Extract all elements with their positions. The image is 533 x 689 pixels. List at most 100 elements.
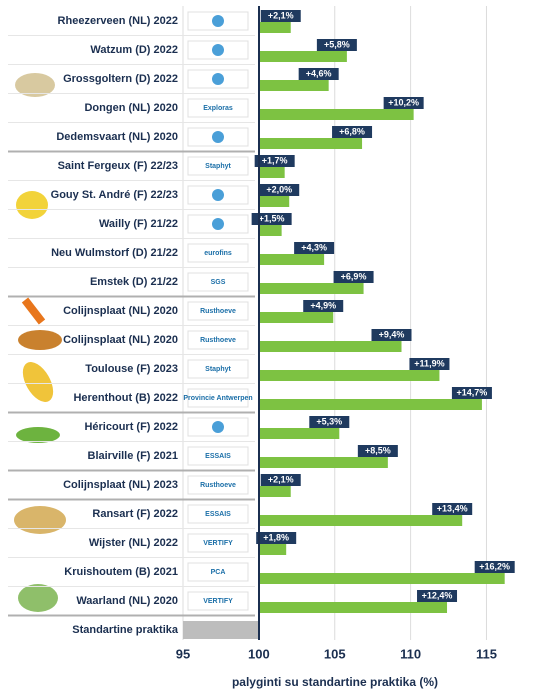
x-tick-label: 110 xyxy=(400,646,421,661)
bar xyxy=(258,486,291,497)
bar xyxy=(258,515,463,526)
value-label: +2,1% xyxy=(268,474,294,484)
value-tag xyxy=(357,445,398,457)
bar xyxy=(258,544,287,555)
category-label: Emstek (D) 21/22 xyxy=(90,276,178,288)
value-tag xyxy=(251,213,292,225)
value-tag xyxy=(333,271,374,283)
value-label: +6,9% xyxy=(341,271,367,281)
logo-text: ESSAIS xyxy=(205,453,231,460)
x-tick-label: 100 xyxy=(248,646,270,661)
logo-icon xyxy=(212,15,224,27)
category-label: Waarland (NL) 2020 xyxy=(76,595,178,607)
logo-text: VERTIFY xyxy=(203,540,233,547)
value-tag xyxy=(303,300,344,312)
value-label: +6,8% xyxy=(339,126,365,136)
value-tag xyxy=(316,39,357,51)
value-tag xyxy=(451,387,492,399)
logo-icon xyxy=(212,131,224,143)
bar xyxy=(258,573,505,584)
bar xyxy=(258,283,364,294)
category-label: Toulouse (F) 2023 xyxy=(85,363,178,375)
value-label: +4,6% xyxy=(306,68,332,78)
category-label: Grossgoltern (D) 2022 xyxy=(63,73,178,85)
value-tag xyxy=(259,184,300,196)
logo-text: Staphyt xyxy=(205,366,231,373)
logo-icon xyxy=(212,421,224,433)
value-label: +8,5% xyxy=(365,445,391,455)
value-tag xyxy=(260,10,301,22)
value-tag xyxy=(409,358,450,370)
logo-box xyxy=(187,504,249,524)
logo-box xyxy=(187,243,249,263)
bar xyxy=(258,370,440,381)
x-tick-label: 95 xyxy=(176,646,190,661)
bar xyxy=(258,109,414,120)
logo-icon xyxy=(212,218,224,230)
logo-text: eurofins xyxy=(204,250,232,257)
logo-icon xyxy=(212,73,224,85)
logo-box xyxy=(187,359,249,379)
value-label: +2,1% xyxy=(268,10,294,20)
logo-box xyxy=(187,562,249,582)
category-label: Wailly (F) 21/22 xyxy=(99,218,178,230)
value-label: +9,4% xyxy=(379,329,405,339)
value-tag xyxy=(432,503,473,515)
value-label: +1,5% xyxy=(259,213,285,223)
value-tag xyxy=(260,474,301,486)
category-label: Herenthout (B) 2022 xyxy=(73,392,178,404)
bar xyxy=(258,341,402,352)
logo-text: PCA xyxy=(211,569,226,576)
bar xyxy=(258,80,329,91)
value-tag xyxy=(254,155,295,167)
category-label: Neu Wulmstorf (D) 21/22 xyxy=(51,247,178,259)
logo-text: Staphyt xyxy=(205,163,231,170)
category-label: Gouy St. André (F) 22/23 xyxy=(51,189,178,201)
bar xyxy=(258,428,340,439)
category-label: Wijster (NL) 2022 xyxy=(89,537,178,549)
value-tag xyxy=(256,532,297,544)
category-label: Colijnsplaat (NL) 2023 xyxy=(63,479,178,491)
bar xyxy=(258,399,482,410)
baseline-bar xyxy=(183,621,259,639)
logo-box xyxy=(187,533,249,553)
logo-text: Rusthoeve xyxy=(200,482,236,489)
logo-box xyxy=(187,272,249,292)
logo-box xyxy=(187,446,249,466)
bar xyxy=(258,457,388,468)
bar xyxy=(258,254,325,265)
baseline-label: Standartine praktika xyxy=(72,624,179,636)
value-label: +5,3% xyxy=(316,416,342,426)
value-label: +1,8% xyxy=(263,532,289,542)
bar xyxy=(258,22,291,33)
value-label: +12,4% xyxy=(422,590,453,600)
bar xyxy=(258,196,290,207)
value-label: +13,4% xyxy=(437,503,468,513)
category-label: Dedemsvaart (NL) 2020 xyxy=(56,131,178,143)
bar xyxy=(258,312,334,323)
logo-icon xyxy=(212,44,224,56)
bar xyxy=(258,138,363,149)
logo-box xyxy=(187,301,249,321)
value-tag xyxy=(294,242,335,254)
logo-text: ESSAIS xyxy=(205,511,231,518)
value-tag xyxy=(371,329,412,341)
logo-text: SGS xyxy=(211,279,226,286)
value-label: +14,7% xyxy=(457,387,488,397)
x-tick-label: 105 xyxy=(324,646,346,661)
category-label: Saint Fergeux (F) 22/23 xyxy=(58,160,178,172)
bar xyxy=(258,602,448,613)
value-tag xyxy=(298,68,339,80)
value-tag xyxy=(383,97,424,109)
logo-text: Exploras xyxy=(203,105,233,112)
category-label: Watzum (D) 2022 xyxy=(90,44,178,56)
logo-box xyxy=(187,156,249,176)
category-label: Héricourt (F) 2022 xyxy=(84,421,178,433)
logo-box xyxy=(187,591,249,611)
produce-icons xyxy=(14,73,66,612)
value-label: +5,8% xyxy=(324,39,350,49)
value-label: +1,7% xyxy=(262,155,288,165)
bar xyxy=(258,51,347,62)
logo-box xyxy=(187,475,249,495)
